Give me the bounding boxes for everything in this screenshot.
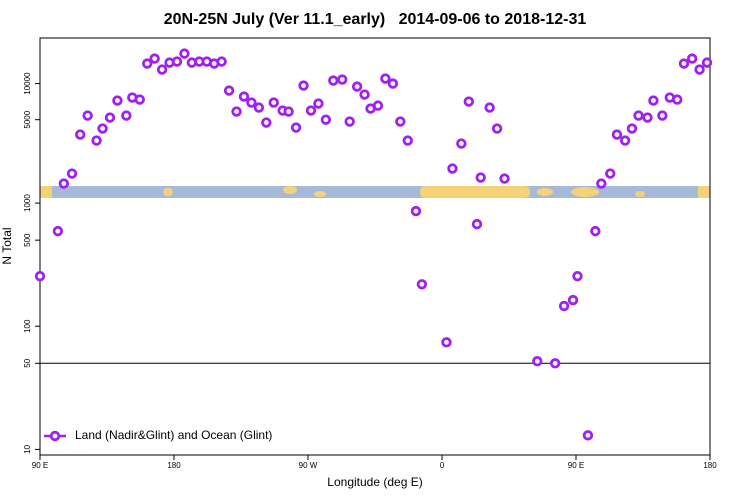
data-point	[648, 95, 659, 106]
data-point	[657, 110, 668, 121]
data-point	[441, 337, 452, 348]
data-point	[590, 225, 601, 237]
data-point	[471, 218, 483, 230]
data-point	[359, 89, 370, 100]
data-point	[313, 98, 324, 109]
data-point	[74, 129, 86, 140]
map-strip	[40, 186, 710, 198]
data-point	[351, 81, 363, 92]
data-point	[82, 110, 93, 121]
data-point	[58, 178, 70, 189]
data-point	[246, 97, 257, 108]
y-tick-label: 1000	[23, 194, 32, 212]
data-point	[141, 58, 153, 69]
data-point	[672, 94, 683, 105]
legend-label: Land (Nadir&Glint) and Ocean (Glint)	[75, 428, 272, 442]
data-point	[134, 94, 145, 105]
plot-frame	[39, 37, 711, 456]
data-point	[549, 358, 561, 369]
data-point	[416, 279, 428, 290]
data-point	[596, 178, 607, 189]
x-tick-label: 90 E	[568, 461, 584, 470]
data-point	[216, 56, 227, 67]
data-point	[410, 205, 422, 217]
y-tick-label: 100	[23, 319, 32, 333]
data-point	[149, 53, 160, 64]
data-point	[491, 123, 503, 134]
data-point	[475, 172, 486, 183]
data-point	[305, 105, 317, 116]
data-point	[499, 173, 510, 184]
data-point	[395, 116, 406, 127]
y-tick-label: 50	[23, 358, 32, 367]
data-point	[320, 114, 332, 125]
data-point	[402, 135, 413, 146]
data-point	[156, 64, 168, 75]
x-tick-label: 180	[703, 461, 717, 470]
x-axis-label: Longitude (deg E)	[327, 475, 422, 489]
data-point	[484, 102, 495, 113]
data-point	[298, 80, 309, 91]
data-point	[238, 91, 250, 102]
data-point	[337, 74, 348, 85]
data-point	[701, 57, 713, 68]
legend-marker	[49, 430, 61, 442]
data-point	[678, 58, 690, 69]
data-point	[532, 356, 543, 367]
data-point	[633, 110, 644, 121]
data-point	[261, 117, 272, 128]
data-point	[344, 116, 355, 127]
data-point	[694, 64, 705, 75]
data-point	[253, 102, 265, 113]
data-point	[52, 225, 64, 237]
x-tick-label: 90 E	[32, 461, 48, 470]
data-point	[328, 75, 339, 86]
data-point	[686, 53, 698, 64]
data-point	[611, 129, 623, 140]
data-point	[97, 123, 108, 134]
data-point	[91, 135, 102, 146]
data-point	[283, 106, 294, 117]
data-point	[34, 270, 46, 282]
data-point	[171, 56, 183, 67]
data-point	[463, 96, 474, 107]
data-point	[121, 110, 132, 121]
data-point	[290, 122, 302, 133]
data-point	[558, 300, 570, 312]
x-tick-label: 90 W	[299, 461, 318, 470]
chart-title: 20N-25N July (Ver 11.1_early) 2014-09-06…	[164, 11, 587, 28]
x-tick-label: 180	[167, 461, 181, 470]
data-point	[626, 123, 638, 134]
x-tick-label: 0	[440, 461, 445, 470]
data-point	[380, 73, 391, 84]
data-point	[447, 163, 458, 174]
data-point	[104, 112, 116, 123]
y-tick-label: 5000	[23, 110, 32, 128]
data-point	[642, 112, 653, 123]
data-point	[372, 100, 384, 111]
data-point	[619, 135, 631, 146]
data-point	[605, 168, 616, 179]
data-point	[582, 430, 594, 441]
data-point	[223, 85, 235, 96]
data-point	[268, 97, 279, 108]
data-point	[66, 168, 78, 179]
data-point	[572, 270, 583, 282]
data-point	[567, 294, 579, 306]
y-tick-label: 10000	[23, 72, 32, 95]
data-point	[387, 78, 399, 89]
data-point	[112, 95, 123, 106]
data-point	[231, 106, 242, 117]
data-point	[456, 138, 467, 149]
y-tick-label: 500	[23, 233, 32, 247]
data-point	[179, 48, 190, 59]
y-axis-label: N Total	[0, 227, 14, 264]
y-tick-label: 10	[23, 444, 32, 453]
